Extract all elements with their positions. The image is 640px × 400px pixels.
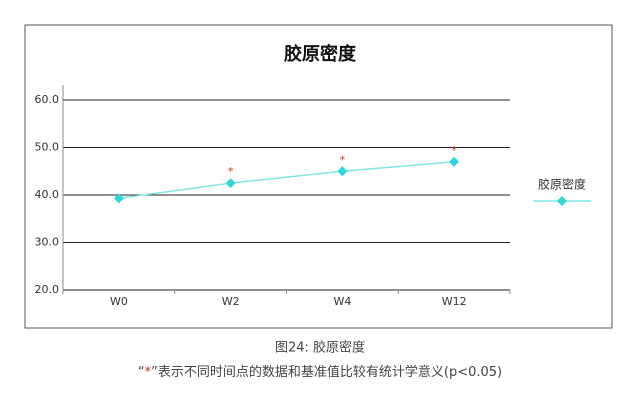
x-tick-label: W12: [442, 295, 467, 308]
legend-marker: [557, 196, 567, 206]
caption: 图24: 胶原密度: [275, 340, 365, 356]
chart-frame: [24, 24, 613, 329]
chart-title: 胶原密度: [284, 43, 357, 65]
data-point: [337, 166, 348, 177]
x-tick-label: W4: [333, 295, 351, 308]
note-mark: *: [145, 365, 152, 380]
x-tick-label: W2: [222, 295, 240, 308]
y-tick-label: 50.0: [35, 141, 60, 154]
y-tick-label: 40.0: [35, 188, 60, 201]
data-point: [225, 178, 236, 189]
data-point: [449, 156, 460, 167]
note: “*”表示不同时间点的数据和基准值比较有统计学意义(p<0.05): [138, 364, 502, 380]
significance-mark: *: [340, 153, 346, 166]
data-point: [113, 193, 124, 204]
note-rest: ”表示不同时间点的数据和基准值比较有统计学意义(p<0.05): [151, 364, 502, 380]
significance-mark: *: [228, 165, 234, 178]
x-tick-label: W0: [110, 295, 128, 308]
y-tick-label: 60.0: [35, 93, 60, 106]
significance-mark: *: [451, 144, 457, 157]
y-tick-label: 20.0: [35, 283, 60, 296]
note-open: “: [138, 365, 145, 380]
series-line: [118, 161, 455, 200]
y-tick-label: 30.0: [35, 236, 60, 249]
legend-label: 胶原密度: [538, 177, 586, 192]
